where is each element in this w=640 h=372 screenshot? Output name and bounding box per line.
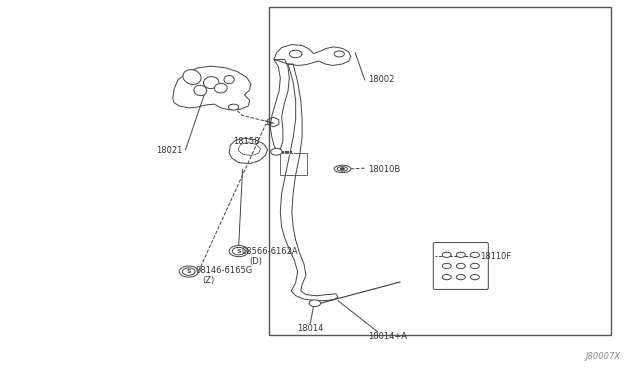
Ellipse shape — [183, 70, 201, 84]
Text: 18021: 18021 — [156, 146, 182, 155]
Ellipse shape — [224, 76, 234, 84]
Text: 18014+A: 18014+A — [368, 332, 406, 341]
Circle shape — [340, 168, 344, 170]
Circle shape — [470, 263, 479, 269]
Text: 18014: 18014 — [297, 324, 324, 333]
Circle shape — [229, 246, 248, 257]
Circle shape — [442, 252, 451, 257]
Circle shape — [442, 275, 451, 280]
Ellipse shape — [204, 77, 219, 89]
Circle shape — [456, 263, 465, 269]
Ellipse shape — [337, 167, 348, 171]
Text: (D): (D) — [250, 257, 262, 266]
Circle shape — [289, 50, 302, 58]
Circle shape — [442, 263, 451, 269]
Circle shape — [182, 268, 195, 275]
Text: S: S — [236, 248, 241, 254]
Bar — [269, 7, 611, 335]
Text: 08566-6162A: 08566-6162A — [242, 247, 298, 256]
Circle shape — [271, 148, 282, 155]
Ellipse shape — [194, 85, 207, 96]
Text: 18110F: 18110F — [480, 252, 511, 261]
Text: (Z): (Z) — [202, 276, 214, 285]
Text: 18002: 18002 — [368, 76, 394, 84]
Circle shape — [470, 275, 479, 280]
Text: 18158: 18158 — [233, 137, 260, 146]
Circle shape — [309, 300, 321, 307]
Circle shape — [232, 247, 245, 255]
Circle shape — [228, 104, 239, 110]
Ellipse shape — [214, 83, 227, 93]
Text: J80007X: J80007X — [586, 352, 621, 361]
Text: 08146-6165G: 08146-6165G — [195, 266, 252, 275]
Text: 18010B: 18010B — [368, 165, 400, 174]
Circle shape — [456, 252, 465, 257]
Circle shape — [456, 275, 465, 280]
Circle shape — [179, 266, 198, 277]
Circle shape — [334, 51, 344, 57]
Ellipse shape — [334, 165, 351, 173]
Text: S: S — [186, 269, 191, 274]
Circle shape — [470, 252, 479, 257]
